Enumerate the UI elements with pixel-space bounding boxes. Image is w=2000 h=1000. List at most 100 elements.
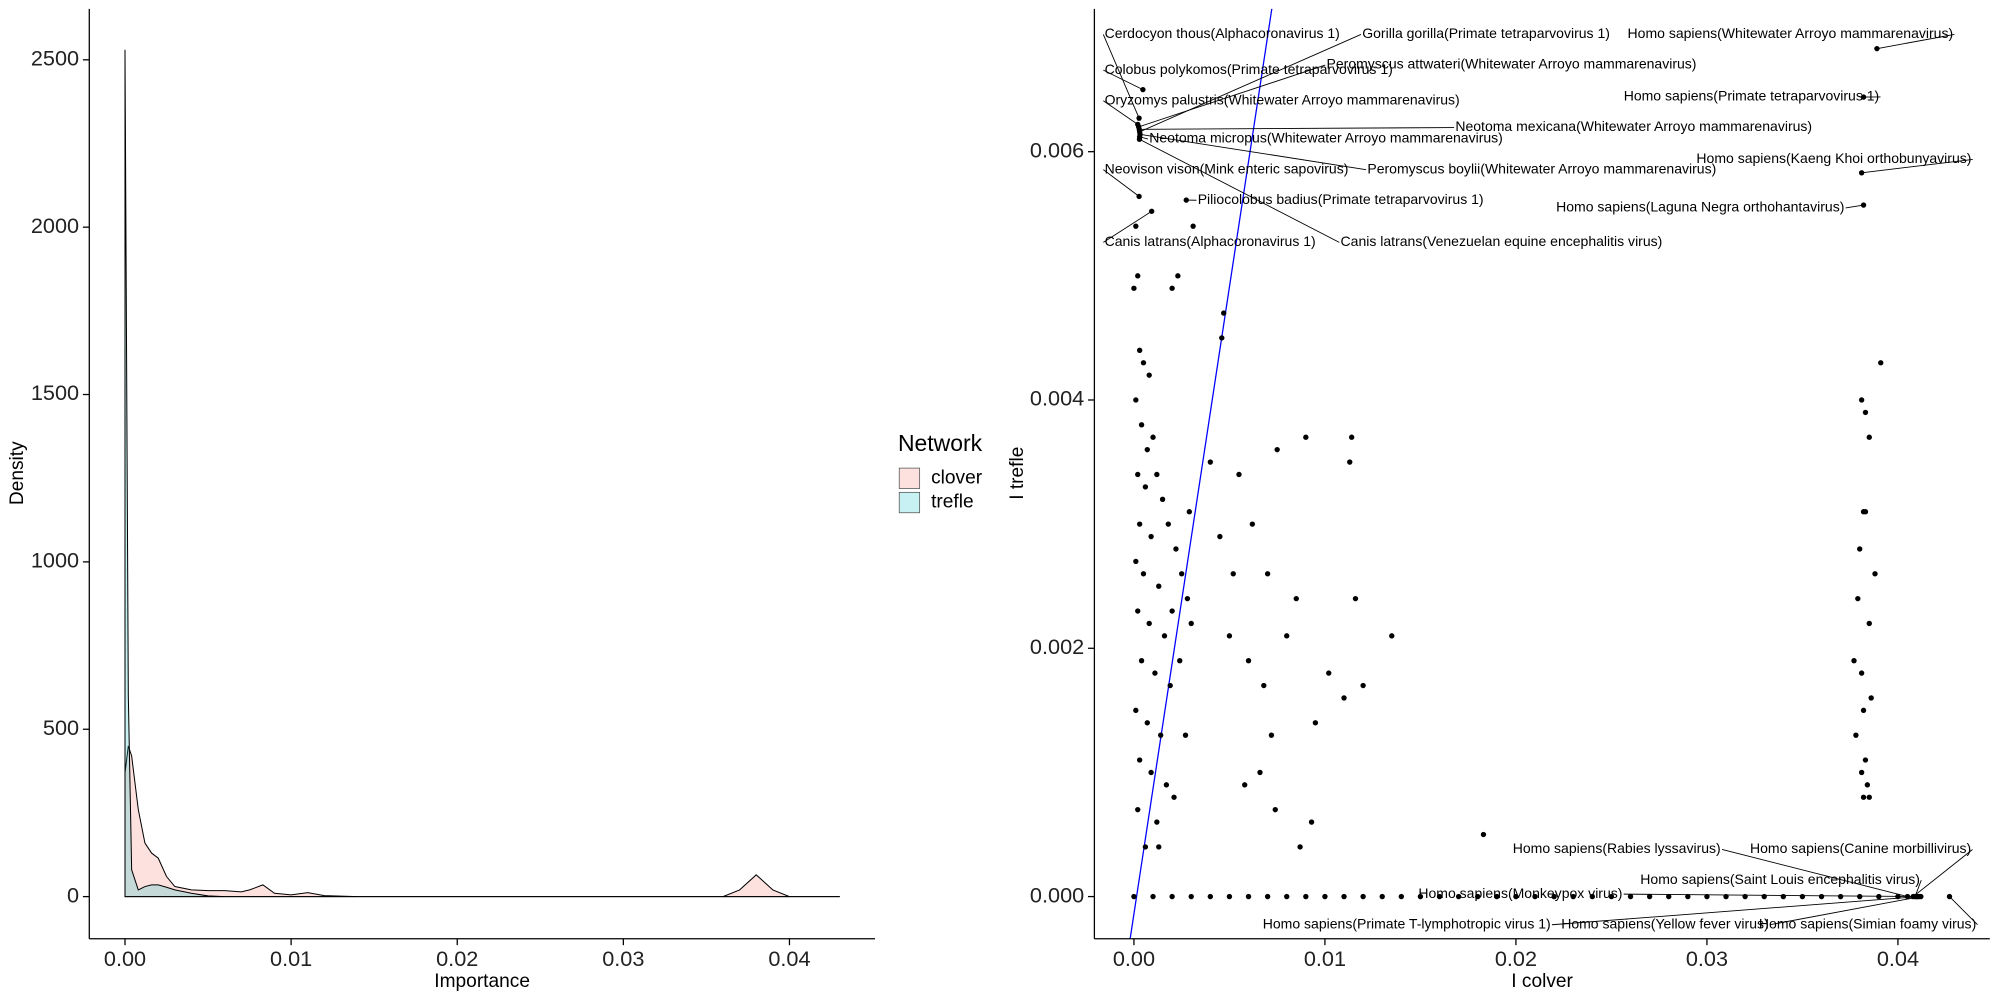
point [1184, 595, 1191, 602]
annotation-label: Colobus polykomos(Primate tetraparvoviru… [1105, 61, 1393, 77]
annotation-label: Homo sapiens(Yellow fever virus) [1561, 915, 1768, 931]
legend-label: trefle [931, 492, 974, 513]
point [1857, 893, 1863, 900]
point [1860, 794, 1867, 800]
annotated-point [1136, 115, 1142, 121]
point [1570, 893, 1576, 900]
x-tick-label: 0.04 [1877, 946, 1919, 971]
point [1188, 620, 1194, 627]
annotation-label: Neotoma micropus(Whitewater Arroyo mamma… [1149, 130, 1503, 146]
y-tick-label: 0.002 [1030, 634, 1084, 659]
point [1297, 844, 1303, 850]
y-tick-label: 0.006 [1030, 137, 1084, 162]
annotation-connector [1102, 34, 1140, 119]
legend-swatch [898, 491, 921, 514]
point [1188, 893, 1194, 900]
x-tick-label: 0.01 [1304, 946, 1346, 971]
point [1360, 893, 1366, 900]
point [1868, 695, 1874, 701]
point [1303, 434, 1309, 440]
point [1165, 521, 1171, 527]
point [1303, 893, 1309, 900]
point [1161, 633, 1168, 639]
annotation-label: Peromyscus attwateri(Whitewater Arroyo m… [1327, 56, 1697, 72]
point [1347, 459, 1353, 465]
legend-title: Network [898, 430, 983, 456]
annotation-connector [1551, 896, 1919, 926]
annotation-label: Cerdocyon thous(Alphacoronavirus 1) [1105, 25, 1340, 41]
y-axis-title: Density [7, 441, 28, 505]
fit-line [1129, 8, 1273, 939]
annotated-point [1136, 193, 1142, 200]
point [1140, 360, 1147, 366]
annotation-label: Gorilla gorilla(Primate tetraparvovirus … [1362, 25, 1610, 41]
point [1144, 720, 1150, 726]
point [1136, 521, 1143, 527]
point [1142, 484, 1149, 490]
point [1169, 285, 1175, 291]
point [1851, 658, 1857, 664]
legend-swatch [898, 467, 921, 489]
annotated-point [1136, 136, 1143, 142]
x-tick-label: 0.01 [270, 946, 312, 971]
point [1666, 893, 1672, 900]
annotation-label: Homo sapiens(Canine morbillivirus) [1750, 840, 1971, 856]
annotation-connector [1139, 133, 1367, 171]
point [1341, 695, 1347, 701]
point [1532, 893, 1538, 900]
point [1230, 571, 1236, 577]
point [1219, 335, 1225, 341]
point [1182, 732, 1189, 738]
point [1169, 608, 1175, 614]
annotated-point [1149, 208, 1155, 214]
annotated-point [1860, 202, 1867, 208]
annotation-label: Canis latrans(Venezuelan equine encephal… [1341, 233, 1663, 249]
point [1862, 409, 1869, 416]
point [1190, 223, 1196, 229]
point [1167, 682, 1173, 689]
annotated-point [1874, 45, 1880, 52]
point [1245, 658, 1252, 664]
point [1312, 720, 1319, 726]
point [1685, 893, 1691, 900]
annotation-label: Peromyscus boylii(Whitewater Arroyo mamm… [1367, 160, 1716, 176]
point [1175, 273, 1181, 279]
annotated-point [1136, 126, 1142, 133]
annotation-connector [1769, 896, 1921, 926]
point [1646, 893, 1653, 900]
point [1264, 893, 1271, 900]
point [1136, 757, 1143, 763]
point [1261, 682, 1267, 689]
annotation-connector [1139, 138, 1340, 243]
annotation-label: Oryzomys palustris(Whitewater Arroyo mam… [1105, 91, 1460, 107]
annotation-connector [1876, 33, 1955, 50]
annotated-point [1137, 131, 1143, 137]
annotation-label: Homo sapiens(Monkeypox virus) [1418, 885, 1622, 901]
point [1417, 893, 1424, 900]
point [1135, 471, 1141, 478]
annotation-label: Neotoma mexicana(Whitewater Arroyo mamma… [1455, 118, 1812, 134]
point [1272, 806, 1278, 813]
point [1207, 893, 1214, 900]
point [1133, 223, 1139, 229]
point [1138, 658, 1145, 664]
x-tick-label: 0.02 [1495, 946, 1537, 971]
x-axis-title: Importance [434, 971, 530, 992]
point [1475, 893, 1481, 900]
annotation-label: Homo sapiens(Primate T-lymphotropic viru… [1263, 915, 1551, 931]
annotation-connector [1103, 100, 1138, 125]
point [1293, 595, 1299, 602]
point [1860, 707, 1867, 714]
y-tick-label: 1000 [31, 548, 79, 573]
y-tick-label: 500 [43, 715, 79, 740]
annotated-point [1858, 170, 1865, 176]
point [1245, 893, 1252, 900]
annotation-connector [1103, 169, 1140, 197]
point [1154, 819, 1160, 825]
point [1513, 893, 1519, 900]
point [1264, 571, 1271, 577]
point [1163, 782, 1170, 788]
point [1589, 893, 1596, 900]
point [1348, 434, 1355, 440]
